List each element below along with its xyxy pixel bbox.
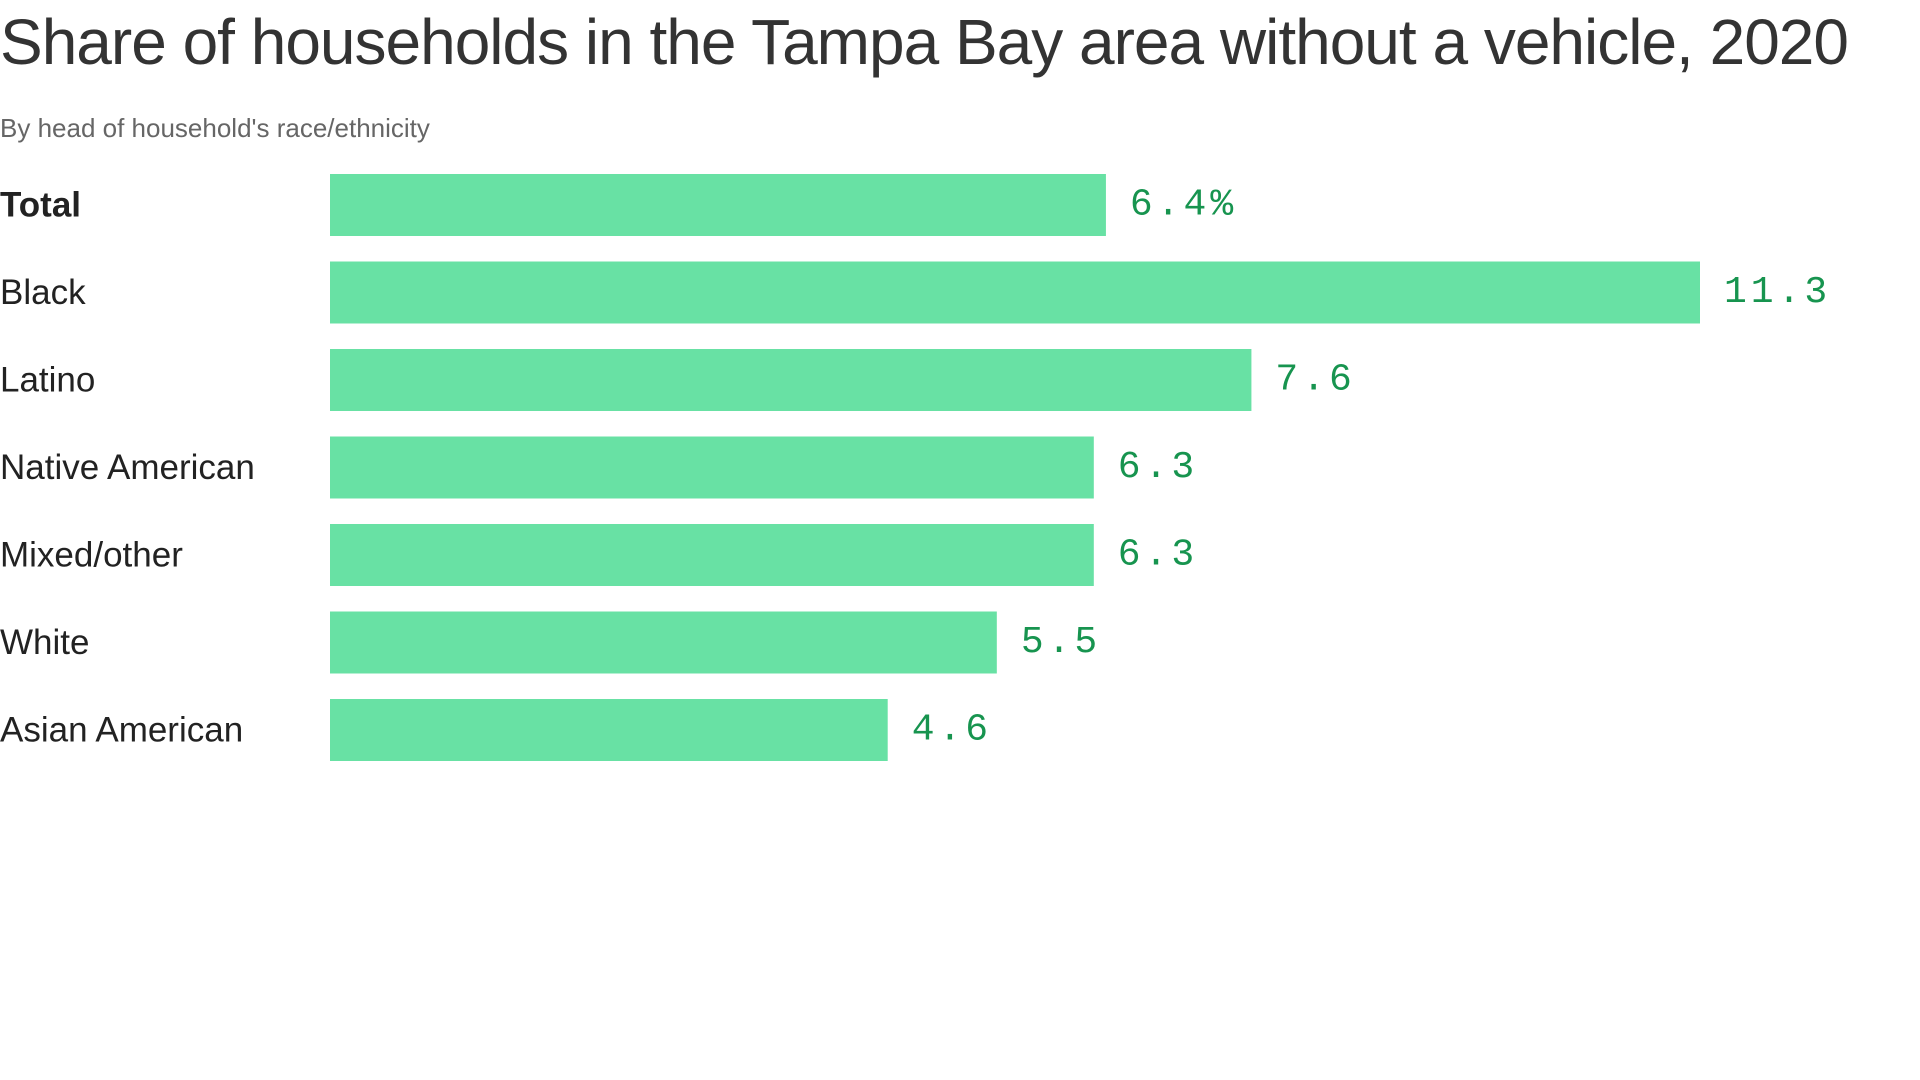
category-label: Native American [0,448,255,487]
bar [330,261,1700,324]
bar [330,436,1094,499]
bar [330,524,1094,586]
value-label: 6.4% [1130,184,1237,227]
bar [330,349,1252,411]
bar [330,699,888,761]
category-label: Latino [0,361,95,400]
category-label: White [0,623,89,662]
category-label: Asian American [0,711,243,750]
value-label: 6.3 [1118,534,1198,577]
chart-subtitle: By head of household's race/ethnicity [0,113,430,143]
value-label: 6.3 [1118,446,1198,489]
value-label: 5.5 [1021,621,1101,664]
value-label: 7.6 [1275,359,1355,402]
bar [330,611,997,674]
value-label: 4.6 [912,709,992,752]
value-label: 11.3 [1724,271,1831,314]
category-label: Mixed/other [0,536,183,575]
category-label: Total [0,186,81,225]
bar [330,174,1106,236]
chart-title: Share of households in the Tampa Bay are… [0,6,1849,78]
category-label: Black [0,273,86,312]
